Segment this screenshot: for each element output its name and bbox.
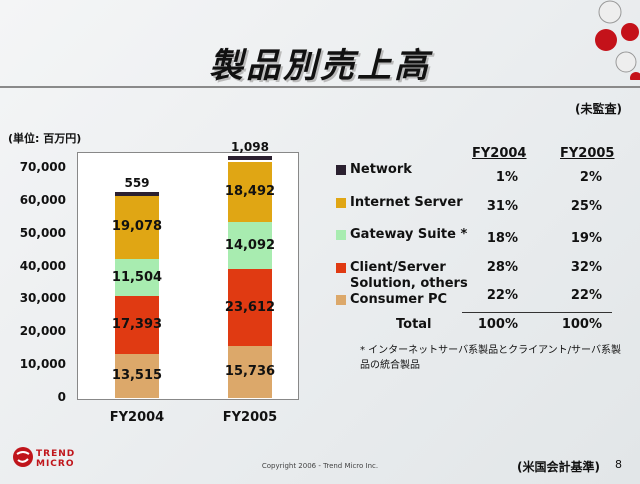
x-tick-label: FY2004 [109,410,165,425]
x-tick-label: FY2005 [222,410,278,425]
bar-value-label: 18,492 [224,184,276,200]
logo-line1: TREND [36,449,76,459]
pct-consumer-pc-fy2005: 22% [570,288,602,303]
pct-network-fy2005: 2% [579,170,602,185]
bar-value-label: 13,515 [111,367,163,383]
total-fy2004: 100% [477,317,518,332]
bar-value-label: 19,078 [111,219,163,235]
bar-segment [228,222,272,269]
total-divider [462,312,612,313]
legend-label-consumer-pc: Consumer PC [350,292,448,307]
bar-value-label: 14,092 [224,237,276,253]
bar-value-label: 17,393 [111,317,163,333]
bar-segment [228,346,272,398]
y-tick-label: 50,000 [19,225,66,240]
decorative-circles [595,0,640,80]
pct-internet-server-fy2005: 25% [570,199,602,214]
pct-internet-server-fy2004: 31% [486,199,518,214]
y-tick-label: 40,000 [19,258,66,273]
logo-line2: MICRO [36,459,75,469]
accounting-basis: (米国会計基準) [517,460,600,474]
legend-swatch-internet-server [336,198,346,208]
unaudited-note: (未監査) [575,102,622,116]
slide-title: 製品別売上高 [209,46,431,86]
legend-label-internet-server: Internet Server [350,195,463,210]
bar-value-label: 11,504 [111,269,163,285]
y-tick-label: 10,000 [19,357,66,372]
bar-segment [115,258,159,297]
unit-label: (単位: 百万円) [8,132,82,145]
page-number: 8 [615,458,622,471]
legend-label-client-server: Client/Server Solution, others [350,260,468,291]
bar-value-label: 1,098 [231,140,269,155]
bar-segment [228,156,272,161]
y-tick-label: 60,000 [19,192,66,207]
logo-text: TREND MICRO [36,449,75,469]
legend-swatch-client-server [336,263,346,273]
y-tick-label: 20,000 [19,324,66,339]
pct-consumer-pc-fy2004: 22% [486,288,518,303]
bar-segment [115,195,159,259]
pct-gateway-suite-fy2005: 19% [570,231,602,246]
pct-client-server-fy2005: 32% [570,260,602,275]
y-tick-label: 0 [57,390,66,404]
header-fy2005: FY2005 [560,146,615,161]
y-tick-label: 70,000 [19,160,66,174]
y-tick-label: 30,000 [19,291,66,306]
bar-value-label: 23,612 [224,299,276,315]
legend-swatch-consumer-pc [336,295,346,305]
pct-network-fy2004: 1% [495,170,518,185]
bar-segment [115,192,159,197]
trend-micro-logo-icon [13,447,33,467]
header-fy2004: FY2004 [472,146,527,161]
bar-segment [115,296,159,354]
pct-gateway-suite-fy2004: 18% [486,231,518,246]
legend-swatch-gateway-suite [336,230,346,240]
legend-label-gateway-suite: Gateway Suite * [350,227,468,242]
pct-client-server-fy2004: 28% [486,260,518,275]
bar-value-label: 559 [124,176,150,191]
legend-label-network: Network [350,162,412,177]
bar-segment [228,161,272,223]
title-divider [0,86,640,88]
legend-swatch-network [336,165,346,175]
copyright: Copyright 2006 - Trend Micro Inc. [261,462,379,470]
footnote: * インターネットサーバ系製品とクライアント/サーバ系製品の統合製品 [360,345,621,371]
total-label: Total [396,317,432,332]
total-fy2005: 100% [561,317,602,332]
bar-segment [228,268,272,347]
bar-value-label: 15,736 [224,364,276,380]
bar-segment [115,353,159,398]
